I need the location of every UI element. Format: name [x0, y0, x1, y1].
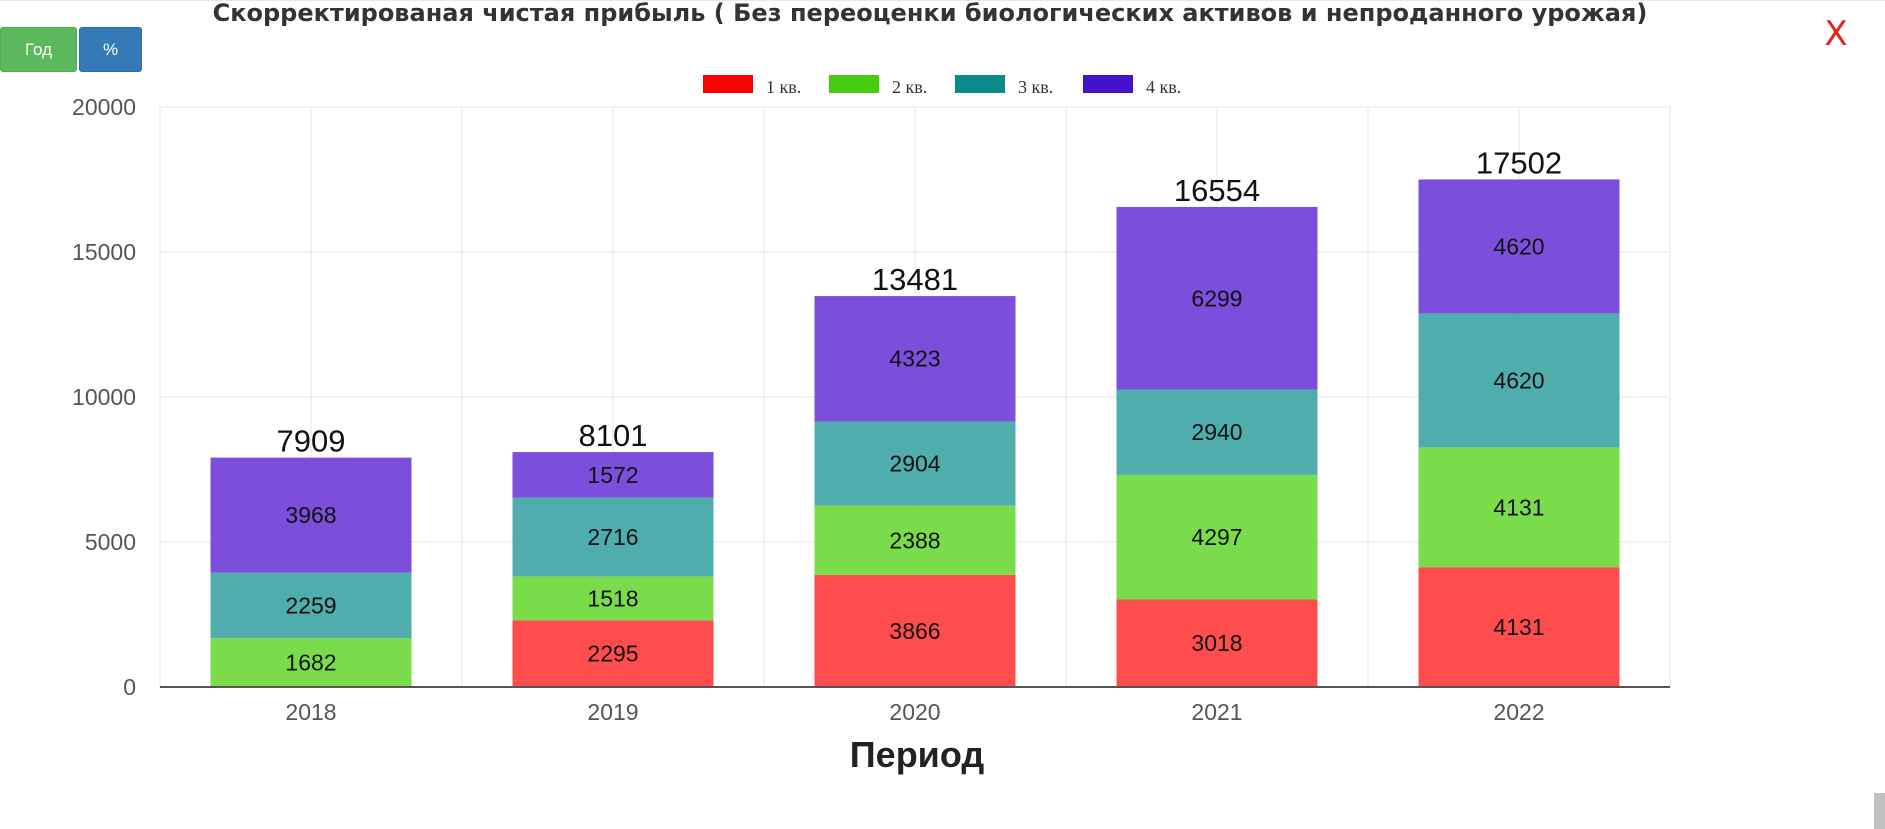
legend-swatch — [955, 75, 1005, 93]
y-tick-label: 20000 — [72, 94, 136, 120]
data-label: 3866 — [889, 618, 940, 644]
data-label: 2259 — [285, 592, 336, 618]
data-label: 2388 — [889, 527, 940, 553]
data-label: 4131 — [1493, 614, 1544, 640]
data-label: 3018 — [1191, 630, 1242, 656]
close-icon[interactable]: X — [1818, 14, 1854, 54]
x-tick-label: 2021 — [1191, 699, 1242, 725]
data-label: 1682 — [285, 650, 336, 676]
legend-label: 3 кв. — [1018, 77, 1053, 97]
data-label: 6299 — [1191, 285, 1242, 311]
data-label: 3968 — [285, 502, 336, 528]
y-tick-label: 0 — [123, 674, 136, 700]
data-label: 2904 — [889, 451, 940, 477]
y-tick-label: 15000 — [72, 239, 136, 265]
data-label: 2716 — [587, 524, 638, 550]
legend-swatch — [829, 75, 879, 93]
total-label: 17502 — [1476, 145, 1562, 180]
legend-label: 2 кв. — [892, 77, 927, 97]
percent-button[interactable]: % — [79, 27, 142, 72]
y-tick-label: 10000 — [72, 384, 136, 410]
total-label: 13481 — [872, 262, 958, 297]
total-label: 7909 — [277, 424, 346, 459]
data-label: 2295 — [587, 641, 638, 667]
legend-swatch — [703, 75, 753, 93]
data-label: 4620 — [1493, 233, 1544, 259]
data-label: 4297 — [1191, 524, 1242, 550]
total-label: 16554 — [1174, 173, 1260, 208]
legend: 1 кв. 2 кв. 3 кв. 4 кв. — [703, 75, 1181, 97]
x-tick-label: 2019 — [587, 699, 638, 725]
total-label: 8101 — [579, 418, 648, 453]
data-label: 4131 — [1493, 494, 1544, 520]
x-tick-label: 2020 — [889, 699, 940, 725]
data-label: 1572 — [587, 462, 638, 488]
x-axis: 2018 2019 2020 2021 2022 — [160, 687, 1670, 725]
year-button[interactable]: Год — [0, 27, 77, 72]
x-tick-label: 2022 — [1493, 699, 1544, 725]
x-axis-title: Период — [850, 734, 985, 775]
y-tick-label: 5000 — [85, 529, 136, 555]
legend-label: 1 кв. — [766, 77, 801, 97]
x-tick-label: 2018 — [285, 699, 336, 725]
chart-title: Скорректированая чистая прибыль ( Без пе… — [213, 0, 1648, 27]
data-label: 4323 — [889, 346, 940, 372]
data-label: 4620 — [1493, 367, 1544, 393]
y-axis: 0 5000 10000 15000 20000 — [72, 94, 136, 700]
legend-label: 4 кв. — [1146, 77, 1181, 97]
data-label: 1518 — [587, 585, 638, 611]
scrollbar-thumb[interactable] — [1874, 793, 1885, 829]
legend-swatch — [1083, 75, 1133, 93]
data-label: 2940 — [1191, 419, 1242, 445]
